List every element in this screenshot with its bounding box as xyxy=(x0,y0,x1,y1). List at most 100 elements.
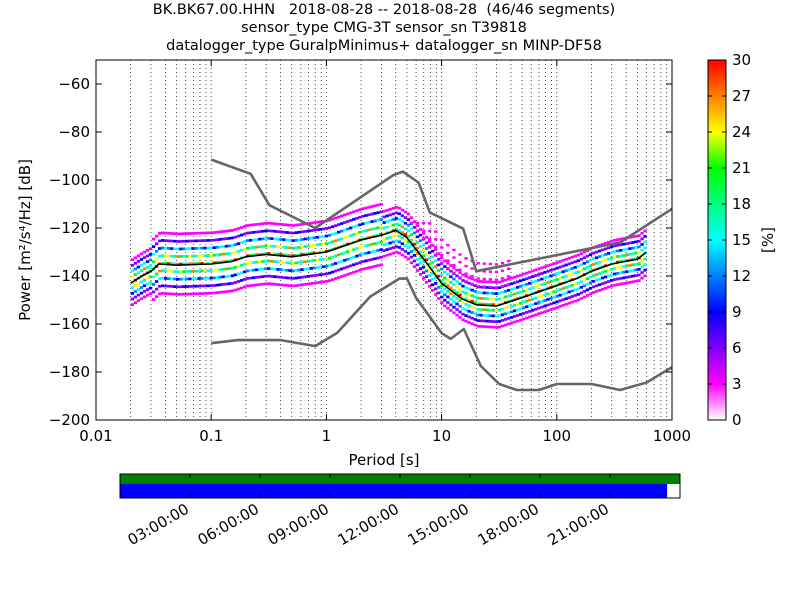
heatmap-cell xyxy=(561,287,565,290)
heatmap-cell xyxy=(282,261,286,264)
heatmap-cell xyxy=(473,306,477,310)
heatmap-cell xyxy=(236,242,241,245)
x-tick-label: 0.1 xyxy=(199,427,223,445)
heatmap-cell xyxy=(142,278,147,282)
heatmap-cell xyxy=(170,239,174,243)
heatmap-cell xyxy=(434,281,438,285)
heatmap-cell xyxy=(142,289,147,293)
heatmap-cell xyxy=(309,229,314,232)
heatmap-cell xyxy=(467,281,471,285)
heatmap-cell xyxy=(558,271,562,275)
heatmap-cell xyxy=(503,295,508,299)
heatmap-cell xyxy=(291,269,295,273)
heatmap-cell xyxy=(176,262,180,266)
heatmap-cell xyxy=(549,308,553,311)
heatmap-cell xyxy=(285,223,289,227)
heatmap-cell xyxy=(443,287,447,291)
heatmap-cell xyxy=(515,274,520,278)
heatmap-cell xyxy=(306,252,310,256)
heatmap-cell xyxy=(321,280,326,284)
heatmap-cell xyxy=(176,270,180,274)
heatmap-cell xyxy=(358,223,362,227)
heatmap-cell xyxy=(561,259,565,262)
heatmap-cell xyxy=(643,257,647,261)
heatmap-cell xyxy=(221,230,226,233)
heatmap-cell xyxy=(330,255,335,259)
heatmap-cell xyxy=(157,292,162,296)
heatmap-cell xyxy=(637,245,641,249)
heatmap-cell xyxy=(388,236,392,239)
heatmap-cell xyxy=(461,301,465,305)
heatmap-cell xyxy=(421,254,426,258)
heatmap-cell xyxy=(431,244,435,247)
heatmap-cell xyxy=(482,308,486,312)
heatmap-cell xyxy=(361,214,365,218)
heatmap-cell xyxy=(333,239,338,243)
heatmap-cell xyxy=(576,270,580,274)
heatmap-cell xyxy=(336,230,341,234)
heatmap-cell xyxy=(324,264,329,268)
heatmap-cell xyxy=(170,247,174,250)
heatmap-cell xyxy=(173,255,177,258)
heatmap-cell xyxy=(494,292,499,295)
heatmap-cell xyxy=(428,273,432,277)
heatmap-cell xyxy=(452,264,456,267)
heatmap-cell xyxy=(558,293,562,297)
heatmap-cell xyxy=(512,292,517,296)
heatmap-cell xyxy=(346,265,350,269)
heatmap-cell xyxy=(434,270,438,274)
heatmap-cell xyxy=(242,247,247,251)
heatmap-cell xyxy=(145,288,150,292)
heatmap-cell xyxy=(255,283,259,287)
heatmap-cell xyxy=(494,297,499,301)
heatmap-cell xyxy=(461,312,465,316)
heatmap-cell xyxy=(258,283,262,286)
heatmap-cell xyxy=(336,215,341,219)
heatmap-cell xyxy=(431,255,435,259)
heatmap-cell xyxy=(485,314,489,317)
heatmap-cell xyxy=(182,277,186,281)
heatmap-cell xyxy=(388,213,392,217)
heatmap-cell xyxy=(388,241,392,245)
heatmap-cell xyxy=(619,254,623,258)
heatmap-cell xyxy=(330,217,335,221)
heatmap-cell xyxy=(285,276,289,280)
heatmap-cell xyxy=(534,274,538,277)
heatmap-cell xyxy=(255,268,259,272)
heatmap-cell xyxy=(282,283,286,287)
heatmap-cell xyxy=(255,230,259,234)
heatmap-cell xyxy=(594,290,599,293)
time-tick-label: 12:00:00 xyxy=(335,500,402,549)
heatmap-cell xyxy=(227,236,232,240)
heatmap-cell xyxy=(227,282,232,286)
heatmap-cell xyxy=(264,229,268,233)
heatmap-cell xyxy=(333,269,338,273)
heatmap-cell xyxy=(267,236,271,240)
heatmap-cell xyxy=(148,292,153,296)
heatmap-cell xyxy=(270,282,274,286)
heatmap-cell xyxy=(355,216,359,220)
heatmap-cell xyxy=(206,231,210,235)
heatmap-cell xyxy=(136,254,141,258)
heatmap-cell xyxy=(255,245,259,249)
heatmap-cell xyxy=(537,301,541,304)
heatmap-cell xyxy=(509,293,514,297)
heatmap-cell xyxy=(270,267,274,271)
heatmap-cell xyxy=(567,290,571,294)
heatmap-cell xyxy=(455,308,459,311)
heatmap-cell xyxy=(594,273,599,276)
heatmap-cell xyxy=(288,246,292,250)
heatmap-cell xyxy=(133,261,138,265)
heatmap-cell xyxy=(455,313,459,317)
heatmap-cell xyxy=(336,223,341,226)
heatmap-cell xyxy=(309,221,314,225)
heatmap-cell xyxy=(249,223,253,227)
heatmap-cell xyxy=(236,272,241,276)
heatmap-cell xyxy=(603,253,608,256)
heatmap-cell xyxy=(412,220,417,224)
heatmap-cell xyxy=(379,255,383,259)
heatmap-cell xyxy=(252,283,256,287)
heatmap-cell xyxy=(576,253,580,257)
heatmap-cell xyxy=(157,254,162,258)
heatmap-cell xyxy=(412,254,417,257)
